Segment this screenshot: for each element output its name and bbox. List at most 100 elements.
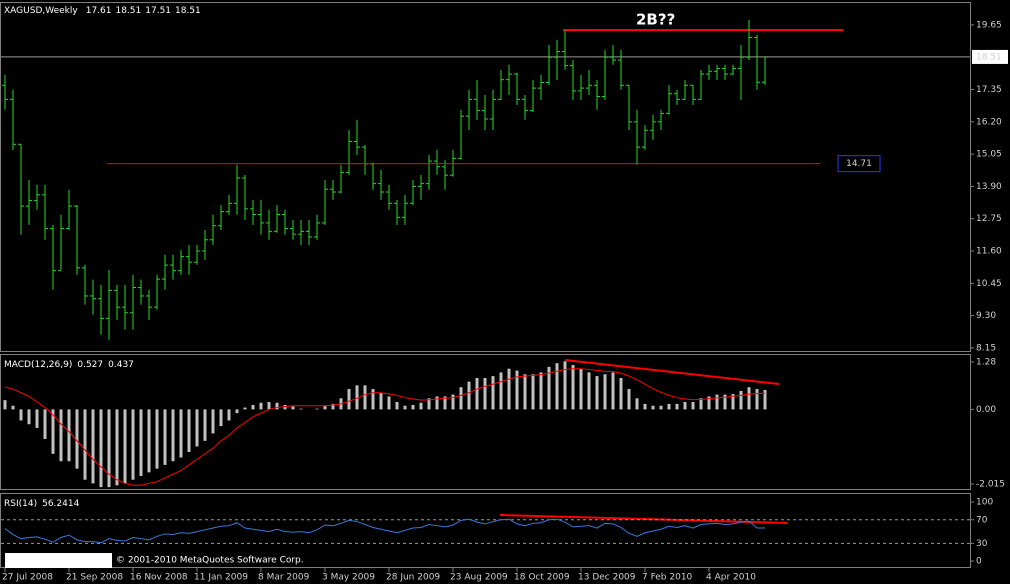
histogram-bar (459, 387, 463, 410)
histogram-bar (275, 402, 279, 410)
histogram-bar (11, 405, 15, 410)
price-label: 14.71 (846, 159, 872, 169)
price-panel (0, 2, 971, 352)
histogram-bar (179, 409, 183, 458)
histogram-bar (499, 372, 503, 410)
histogram-bar (539, 372, 543, 410)
histogram-bar (491, 376, 495, 410)
y-tick-label: 16.20 (976, 117, 1002, 127)
histogram-bar (155, 409, 159, 469)
rsi-last: 56.2414 (42, 499, 79, 509)
signal-last: 0.437 (108, 360, 134, 370)
histogram-bar (435, 396, 439, 410)
histogram-bar (515, 370, 519, 410)
histogram-bar (3, 400, 7, 410)
price-label-box (837, 155, 881, 173)
x-tick-label: 11 Jan 2009 (194, 573, 248, 583)
histogram-bar (451, 394, 455, 410)
histogram-bar (323, 405, 327, 410)
y-tick-label: 100 (976, 498, 993, 508)
histogram-bar (299, 408, 303, 410)
y-tick-label: 15.05 (976, 150, 1002, 160)
histogram-bar (67, 409, 71, 462)
rsi-line (4, 518, 766, 544)
last-low: 17.51 (145, 6, 171, 16)
histogram-bar (219, 409, 223, 427)
y-tick-label: 70 (976, 515, 988, 525)
last-high: 18.51 (115, 6, 141, 16)
histogram-bar (83, 409, 87, 480)
histogram-bar (747, 387, 751, 410)
histogram-bar (171, 409, 175, 462)
histogram-bar (27, 409, 31, 425)
macd-header: MACD(12,26,9) 0.527 0.437 (4, 360, 134, 370)
macd-last: 0.527 (77, 360, 103, 370)
histogram-bar (91, 409, 95, 484)
histogram-bar (523, 374, 527, 410)
histogram-bar (683, 402, 687, 410)
histogram-bar (483, 377, 487, 410)
x-tick-label: 8 Mar 2009 (258, 573, 310, 583)
x-tick-label: 27 Jul 2008 (2, 573, 53, 583)
annotation: 2B?? (636, 11, 675, 29)
histogram-bar (115, 409, 119, 486)
x-tick-label: 4 Apr 2010 (706, 573, 756, 583)
histogram-bar (587, 372, 591, 410)
histogram-bar (403, 405, 407, 410)
copyright: © 2001-2010 MetaQuotes Software Corp. (116, 556, 304, 566)
histogram-bar (347, 389, 351, 410)
macd-panel (0, 354, 971, 490)
histogram-bar (691, 402, 695, 410)
histogram-bar (283, 404, 287, 410)
trendline (499, 514, 788, 524)
histogram-bar (467, 381, 471, 410)
y-tick-label: 12.75 (976, 214, 1002, 224)
histogram-bar (195, 409, 199, 447)
y-tick-label: 10.45 (976, 279, 1002, 289)
histogram-bar (443, 396, 447, 410)
histogram-bar (651, 405, 655, 410)
last-close: 18.51 (175, 6, 201, 16)
y-tick-label: -2.015 (976, 480, 1005, 490)
histogram-bar (619, 377, 623, 410)
rsi-header: RSI(14) 56.2414 (4, 499, 80, 509)
x-tick-label: 21 Sep 2008 (66, 573, 123, 583)
histogram-bar (139, 409, 143, 477)
mask (5, 553, 112, 568)
histogram-bar (291, 406, 295, 410)
histogram-bar (763, 389, 767, 410)
symbol: XAGUSD,Weekly (4, 6, 78, 16)
histogram-bar (659, 405, 663, 410)
x-tick-label: 3 May 2009 (322, 573, 375, 583)
histogram-bar (75, 409, 79, 469)
histogram-bar (315, 408, 319, 410)
y-tick-label: 30 (976, 539, 988, 549)
histogram-bar (355, 385, 359, 410)
histogram-bar (251, 404, 255, 410)
x-tick-label: 23 Aug 2009 (450, 573, 508, 583)
histogram-bar (723, 394, 727, 410)
histogram-bar (371, 389, 375, 410)
histogram-bar (675, 403, 679, 410)
histogram-bar (243, 407, 247, 410)
histogram-bar (203, 409, 207, 441)
histogram-bar (739, 390, 743, 410)
histogram-bar (227, 409, 231, 421)
histogram-bar (627, 389, 631, 410)
y-tick-label: 8.15 (976, 343, 996, 353)
histogram-bar (387, 396, 391, 410)
histogram-bar (707, 396, 711, 410)
histogram-bar (579, 368, 583, 410)
macd-title: MACD(12,26,9) (4, 360, 72, 370)
last-open: 17.61 (86, 6, 112, 16)
last-price-label: 18.51 (976, 52, 1002, 62)
histogram-bar (123, 409, 127, 484)
y-tick-label: 9.30 (976, 311, 996, 321)
histogram-bar (51, 409, 55, 454)
last-price-box (972, 49, 1008, 64)
x-tick-label: 7 Feb 2010 (642, 573, 693, 583)
y-tick-label: 11.60 (976, 247, 1002, 257)
histogram-bar (99, 409, 103, 488)
histogram-bar (147, 409, 151, 473)
